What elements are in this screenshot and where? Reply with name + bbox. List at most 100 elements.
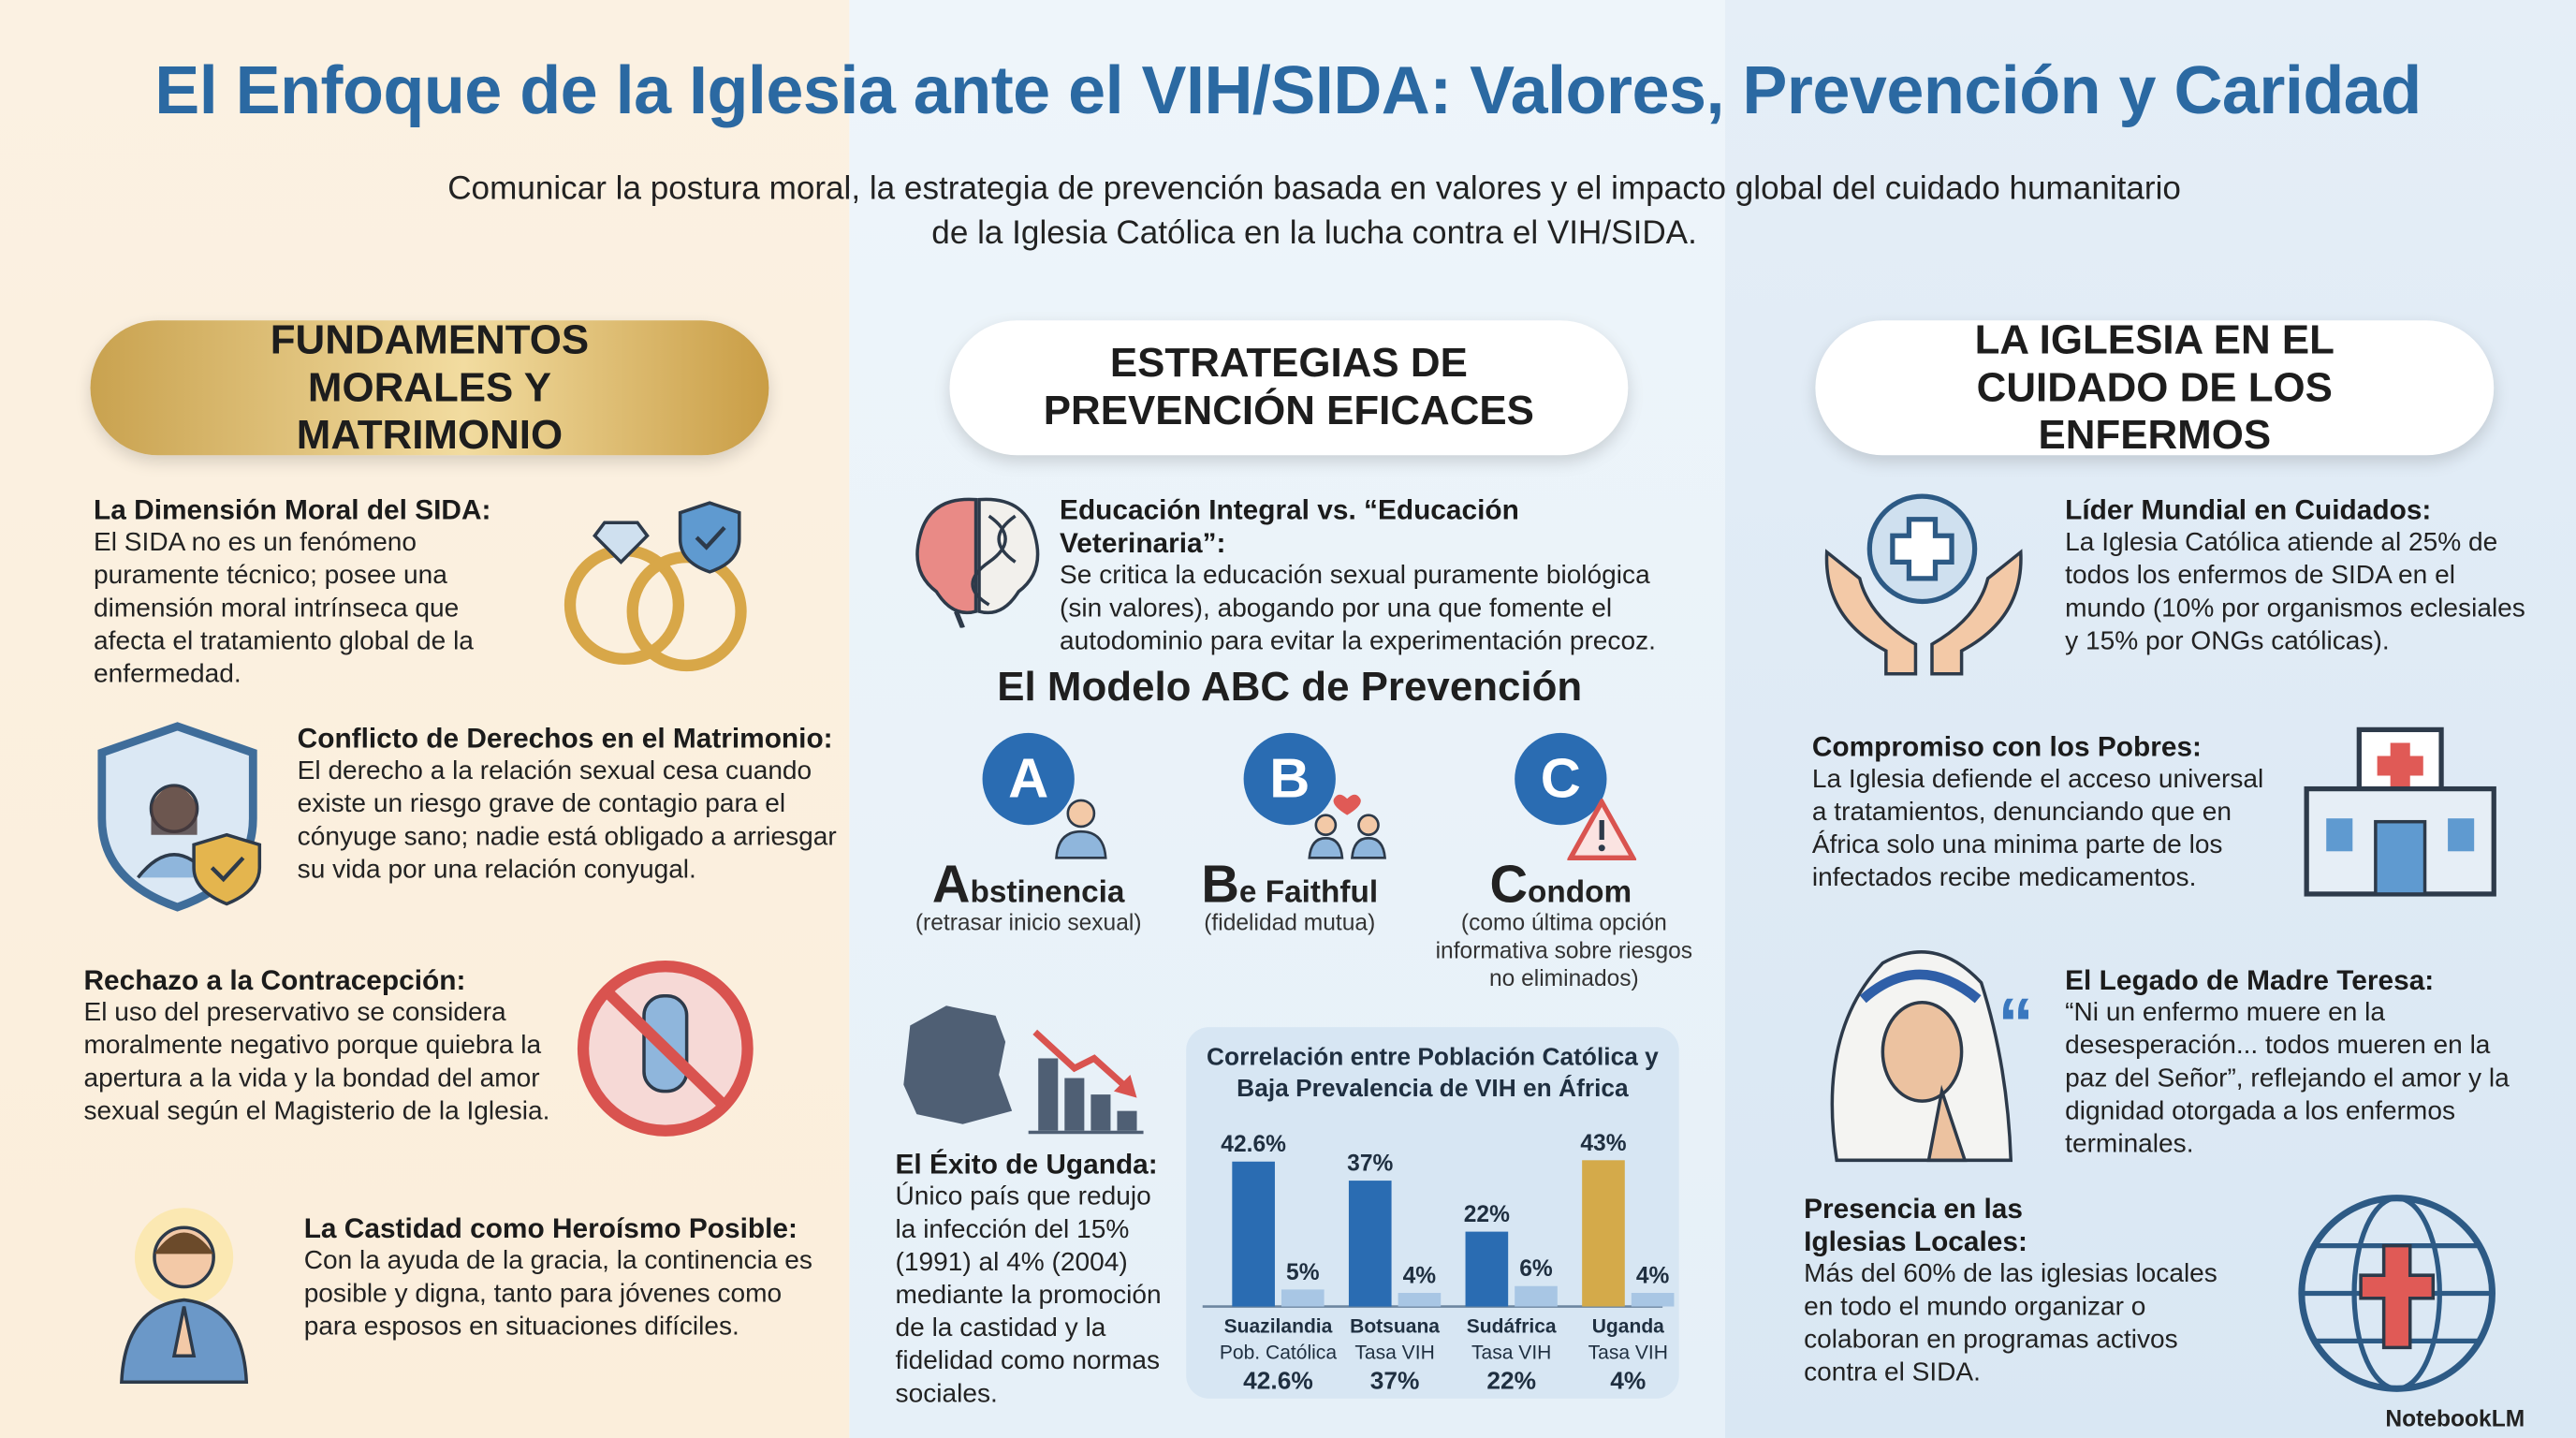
title: El Enfoque de la Iglesia ante el VIH/SID… [154, 52, 2422, 128]
value-label: 42.6% [1221, 1132, 1286, 1157]
category-label: Botsuana [1350, 1316, 1440, 1338]
item-text: Se critica la educación sexual puramente… [1060, 562, 1656, 656]
section-heading: LA IGLESIA EN EL CUIDADO DE LOS ENFERMOS [1815, 316, 2495, 458]
value-label: 4% [1403, 1263, 1437, 1288]
item-title: Presencia en las Iglesias Locales: [1804, 1193, 2027, 1257]
section-heading: ESTRATEGIAS DE PREVENCIÓN EFICACES [949, 320, 1629, 456]
value-label: 22% [1464, 1202, 1510, 1227]
item: El Legado de Madre Teresa: “Ni un enferm… [2065, 964, 2533, 1162]
item-title: La Castidad como Heroísmo Posible: [303, 1212, 798, 1244]
column-bg [1724, 0, 2576, 1438]
sub-label: Tasa VIH [1588, 1343, 1668, 1364]
item-text: Único país que redujo la infección del 1… [895, 1182, 1162, 1409]
sub-label: Tasa VIH [1354, 1343, 1434, 1364]
item: El Éxito de Uganda: Único país que reduj… [896, 1149, 1178, 1412]
abc-note: (como última opción informativa sobre ri… [1435, 908, 1693, 991]
svg-text:“: “ [1998, 984, 2034, 1064]
category-label: Uganda [1592, 1316, 1664, 1338]
rings-icon [564, 501, 747, 672]
item-text: Más del 60% de las iglesias locales en t… [1804, 1260, 2217, 1387]
item: La Dimensión Moral del SIDA: El SIDA no … [94, 494, 520, 692]
abc-initial: B [1201, 854, 1239, 915]
heading-text: ESTRATEGIAS DE PREVENCIÓN EFICACES [1043, 340, 1534, 434]
item-text: La Iglesia Católica atiende al 25% de to… [2065, 529, 2525, 656]
bar [1232, 1161, 1275, 1307]
item-title: El Legado de Madre Teresa: [2065, 964, 2435, 996]
abc-note: (retrasar inicio sexual) [915, 908, 1142, 935]
category-label: Sudáfrica [1467, 1316, 1557, 1338]
value-label: 43% [1580, 1131, 1626, 1156]
warning-icon [1567, 799, 1637, 860]
praying-icon [120, 1208, 249, 1385]
abc-word: Be Faithful [1150, 855, 1429, 916]
teresa-icon: “ [1830, 950, 2034, 1163]
item: Educación Integral vs. “Educación Veteri… [1060, 494, 1692, 659]
abc-note: (fidelidad mutua) [1204, 908, 1376, 935]
item-text: El SIDA no es un fenómeno puramente técn… [94, 529, 474, 689]
bar [1515, 1285, 1558, 1307]
item: Conflicto de Derechos en el Matrimonio: … [298, 723, 840, 888]
heading-text: LA IGLESIA EN EL CUIDADO DE LOS ENFERMOS [1974, 315, 2334, 458]
value-label: 37% [1347, 1152, 1393, 1177]
no-condom-icon [577, 961, 754, 1137]
footer-label: 4% [1610, 1366, 1646, 1394]
bar [1465, 1231, 1509, 1307]
item-title: Conflicto de Derechos en el Matrimonio: [297, 723, 833, 755]
footer-label: 22% [1486, 1366, 1536, 1394]
bar [1348, 1181, 1392, 1307]
item-text: Con la ayuda de la gracia, la continenci… [303, 1247, 812, 1342]
item-title: El Éxito de Uganda: [895, 1149, 1158, 1181]
bar [1631, 1293, 1675, 1307]
abc-rest: ondom [1528, 875, 1632, 911]
heading-text: FUNDAMENTOS MORALES Y MATRIMONIO [270, 315, 590, 458]
person-icon [1055, 799, 1107, 859]
bar [1582, 1160, 1625, 1307]
category-label: Suazilandia [1224, 1316, 1333, 1338]
item-text: “Ni un enfermo muere en la desesperación… [2065, 999, 2510, 1159]
hospital-icon [2304, 726, 2496, 897]
abc-title: El Modelo ABC de Prevención [997, 664, 1583, 711]
item: Líder Mundial en Cuidados: La Iglesia Ca… [2065, 494, 2533, 659]
bar [1281, 1289, 1325, 1307]
brand: NotebookLM [2385, 1404, 2525, 1431]
item-title: Educación Integral vs. “Educación Veteri… [1060, 494, 1519, 559]
couple-icon [1308, 794, 1386, 859]
footer-label: 42.6% [1243, 1366, 1313, 1394]
value-label: 4% [1636, 1263, 1670, 1288]
abc-rest: bstinencia [970, 875, 1125, 911]
sub-label: Pob. Católica [1220, 1343, 1337, 1364]
column-bg [0, 0, 850, 1438]
sub-label: Tasa VIH [1471, 1343, 1551, 1364]
care-icon [1824, 493, 2023, 676]
item-text: La Iglesia defiende el acceso universal … [1811, 766, 2264, 893]
brain-icon [915, 497, 1040, 628]
item-text: El uso del preservativo se considera mor… [83, 999, 550, 1126]
footer-label: 37% [1370, 1366, 1420, 1394]
item: Rechazo a la Contracepción: El uso del p… [84, 964, 564, 1129]
abc-word: Condom [1421, 855, 1700, 916]
item: Presencia en las Iglesias Locales: Más d… [1804, 1193, 2239, 1390]
value-label: 6% [1519, 1256, 1553, 1282]
abc-badge: B [1243, 732, 1336, 826]
value-label: 5% [1286, 1260, 1320, 1285]
abc-initial: C [1489, 854, 1529, 915]
item-title: Rechazo a la Contracepción: [83, 964, 466, 996]
uganda-icon [903, 1005, 1144, 1135]
abc-badge: A [982, 732, 1075, 826]
item: Compromiso con los Pobres: La Iglesia de… [1812, 731, 2280, 896]
item-title: Líder Mundial en Cuidados: [2065, 494, 2432, 526]
subtitle: Comunicar la postura moral, la estrategi… [447, 170, 2181, 252]
item-title: La Dimensión Moral del SIDA: [94, 494, 491, 526]
abc-initial: A [931, 854, 971, 915]
item-text: El derecho a la relación sexual cesa cua… [297, 757, 837, 885]
abc-badge: C [1515, 732, 1607, 826]
bar [1398, 1293, 1442, 1307]
section-heading: FUNDAMENTOS MORALES Y MATRIMONIO [90, 316, 769, 458]
abc-word: Abstinencia [889, 855, 1168, 916]
item-title: Compromiso con los Pobres: [1811, 731, 2202, 763]
globe-icon [2298, 1195, 2496, 1392]
chart-title: Correlación entre Población Católica y B… [1207, 1043, 1659, 1103]
